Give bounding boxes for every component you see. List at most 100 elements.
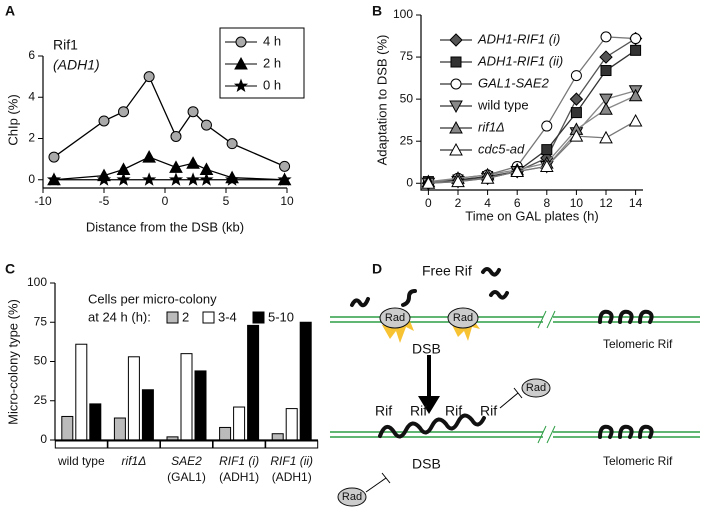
- marker: [118, 106, 130, 118]
- legend-marker: [450, 56, 462, 68]
- category-base: [160, 440, 213, 449]
- legend-marker: [449, 142, 463, 156]
- series-line: [53, 156, 285, 181]
- x-tick-label: 12: [599, 196, 613, 210]
- rad: [337, 487, 367, 507]
- inhibit: [513, 387, 523, 399]
- marker: [279, 160, 291, 172]
- x-tick-label: 6: [514, 196, 521, 210]
- telomeric-rif: [598, 309, 654, 324]
- marker: [630, 33, 642, 45]
- marker: [630, 44, 642, 56]
- x-tick-label: RIF1 (i): [219, 454, 259, 468]
- marker: [510, 164, 525, 177]
- bar: [233, 406, 246, 441]
- rif: [481, 267, 501, 277]
- rif-label: Rif: [410, 403, 427, 419]
- marker: [480, 171, 495, 184]
- marker: [277, 172, 292, 186]
- bar: [180, 353, 193, 441]
- y-tick-label: 25: [34, 393, 48, 407]
- marker: [539, 159, 554, 172]
- marker: [628, 113, 643, 127]
- x-tick-label: SAE2: [171, 454, 202, 468]
- y-axis-title: Micro-colony type (%): [5, 299, 20, 425]
- x-tick-label: 2: [455, 196, 462, 210]
- legend-marker: [449, 33, 463, 47]
- x-axis-title: Distance from the DSB (kb): [86, 219, 244, 234]
- y-tick-label: 0: [28, 172, 35, 186]
- marker: [421, 176, 436, 189]
- telomeric-label: Telomeric Rif: [603, 454, 673, 468]
- bar: [194, 370, 207, 441]
- legend-swatch: [202, 311, 215, 324]
- x-tick-label: rif1Δ: [122, 454, 147, 468]
- y-tick-label: 100: [27, 275, 47, 289]
- panel-label: B: [372, 3, 382, 19]
- bar: [271, 433, 284, 441]
- bar: [61, 415, 74, 441]
- legend-marker: [233, 78, 249, 93]
- marker: [142, 172, 157, 186]
- marker: [48, 151, 60, 163]
- series-line: [53, 75, 285, 167]
- rif: [401, 289, 417, 307]
- category-base: [265, 440, 319, 449]
- x-tick-label: 0: [162, 194, 169, 208]
- rad-label: Rad: [526, 382, 546, 394]
- break: [537, 310, 547, 329]
- marker: [569, 129, 584, 142]
- legend-marker: [449, 120, 463, 134]
- axes: [420, 15, 643, 191]
- rif-bound: [378, 413, 486, 439]
- marker: [600, 65, 612, 77]
- marker: [569, 92, 584, 106]
- y-tick-label: 75: [400, 49, 414, 63]
- axes: [42, 56, 287, 189]
- legend-label: 5-10: [268, 309, 294, 324]
- inhibit: [365, 477, 387, 493]
- legend-title: Cells per micro-colony: [88, 291, 217, 306]
- marker: [225, 172, 240, 186]
- bar: [219, 426, 232, 441]
- y-tick-label: 75: [34, 314, 48, 328]
- legend-label: 2 h: [263, 55, 281, 70]
- marker: [226, 138, 238, 150]
- legend-marker: [449, 100, 463, 114]
- annotation: (ADH1): [53, 57, 100, 73]
- x-tick-label: 8: [543, 196, 550, 210]
- y-tick-label: 50: [34, 354, 48, 368]
- marker: [599, 102, 613, 115]
- bar: [285, 408, 298, 441]
- marker: [96, 172, 112, 186]
- marker: [199, 172, 214, 186]
- legend-label: ADH1-RIF1 (i): [477, 31, 560, 46]
- free-rif-label: Free Rif: [422, 263, 472, 279]
- series-line: [428, 120, 636, 184]
- y-tick-label: 25: [400, 133, 414, 147]
- dsb-label: DSB: [412, 341, 441, 357]
- marker: [168, 172, 184, 186]
- inhibit: [499, 392, 519, 409]
- telomeric-label: Telomeric Rif: [603, 337, 673, 351]
- bar: [127, 356, 140, 441]
- y-tick-label: 50: [400, 91, 414, 105]
- marker: [200, 119, 212, 131]
- x-tick-label: 4: [484, 196, 491, 210]
- marker: [628, 88, 643, 102]
- rif-label: Rif: [375, 403, 392, 419]
- x-tick-label: -5: [99, 194, 110, 208]
- bar: [75, 343, 88, 441]
- legend-label: cdc5-ad: [478, 141, 525, 156]
- legend-marker: [450, 78, 462, 90]
- bar: [299, 321, 312, 441]
- break: [546, 310, 556, 329]
- x-tick-label: (GAL1): [167, 470, 206, 484]
- bar: [141, 389, 154, 441]
- rad: [379, 307, 411, 329]
- rad: [521, 378, 551, 398]
- marker: [142, 150, 156, 163]
- x-tick-label: 10: [280, 194, 294, 208]
- legend-marker: [235, 36, 247, 48]
